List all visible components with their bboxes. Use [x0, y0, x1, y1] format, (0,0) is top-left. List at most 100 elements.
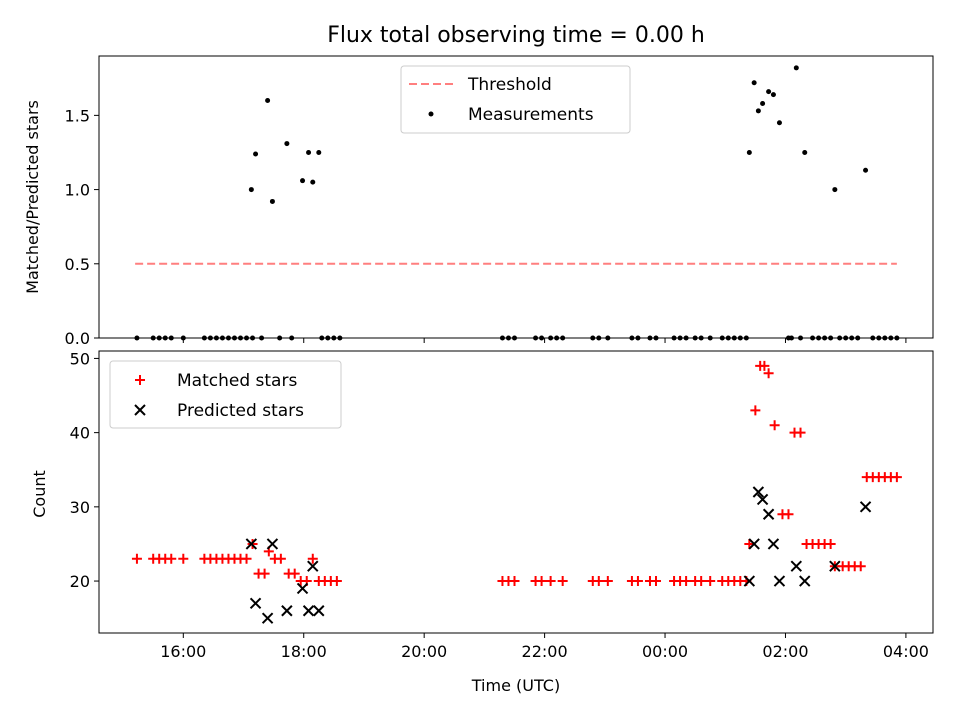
matched-star-point	[241, 553, 252, 564]
matched-star-point	[289, 568, 300, 579]
measurement-point	[832, 187, 838, 193]
matched-star-point	[763, 368, 774, 379]
top-data-layer	[134, 65, 900, 341]
matched-star-point	[275, 553, 286, 564]
bottom-xtick-label: 02:00	[762, 642, 808, 661]
top-ytick-label: 1.0	[65, 181, 90, 200]
measurement-point	[793, 65, 799, 71]
measurement-point	[316, 149, 322, 155]
bottom-ytick-label: 40	[70, 424, 90, 443]
predicted-star-point	[281, 605, 293, 617]
matched-star-point	[681, 576, 692, 587]
top-ytick-label: 1.5	[65, 106, 90, 125]
matched-star-point	[632, 576, 643, 587]
predicted-star-point	[762, 508, 775, 520]
top-frame	[98, 55, 934, 339]
matched-star-point	[307, 553, 318, 564]
measurement-point	[253, 151, 259, 157]
bottom-xtick-label: 18:00	[281, 642, 327, 661]
bottom-axes: 20 30 40 50 16:00 18:00 20:00 22:00 00:00 02:00 04…	[70, 349, 934, 661]
top-ytick-label: 0.5	[65, 255, 90, 274]
matched-star-point	[557, 576, 568, 587]
measurement-point	[751, 80, 757, 86]
matched-star-point	[651, 576, 662, 587]
bottom-panel: Count Time (UTC) 20 30 40 50 16:00 18:00 20:00…	[30, 349, 934, 695]
predicted-star-point	[799, 575, 811, 587]
matched-star-point	[166, 553, 177, 564]
chart-title: Flux total observing time = 0.00 h	[327, 23, 705, 48]
legend-predicted-label: Predicted stars	[177, 401, 304, 421]
measurement-point	[770, 92, 776, 98]
matched-star-point	[891, 472, 902, 483]
legend-predicted-swatch	[134, 404, 146, 416]
top-axes: 0.0 0.5 1.0 1.5	[65, 55, 934, 348]
matched-star-point	[178, 553, 189, 564]
measurement-point	[802, 149, 808, 155]
measurement-point	[265, 98, 271, 104]
top-legend-box	[400, 65, 631, 134]
predicted-star-point	[752, 486, 765, 498]
matched-star-point	[705, 576, 716, 587]
legend-matched-label: Matched stars	[177, 371, 297, 391]
matched-star-point	[259, 568, 270, 579]
predicted-star-point	[743, 575, 756, 587]
measurement-point	[863, 167, 869, 173]
predicted-star-point	[829, 560, 841, 572]
bottom-xlabel: Time (UTC)	[471, 676, 560, 695]
measurement-point	[284, 141, 290, 147]
bottom-legend: Matched stars Predicted stars	[109, 360, 342, 429]
matched-star-point	[759, 360, 770, 371]
predicted-star-point	[790, 560, 803, 572]
matched-star-point	[593, 576, 604, 587]
bottom-xtick-label: 04:00	[883, 642, 929, 661]
measurement-point	[766, 89, 772, 95]
measurement-point	[755, 108, 761, 114]
predicted-star-point	[302, 605, 315, 617]
bottom-frame	[98, 350, 934, 634]
matched-star-point	[331, 576, 342, 587]
bottom-ytick-label: 30	[70, 498, 90, 517]
top-legend: Threshold Measurements	[400, 65, 631, 134]
legend-matched-swatch	[135, 375, 145, 385]
predicted-star-point	[748, 538, 760, 550]
measurement-point	[300, 178, 306, 184]
predicted-star-point	[859, 501, 872, 513]
predicted-star-point	[261, 612, 274, 624]
predicted-star-point	[307, 560, 319, 572]
bottom-ylabel: Count	[30, 470, 49, 518]
measurement-point	[269, 198, 275, 204]
bottom-data-layer	[131, 360, 902, 624]
predicted-star-point	[245, 538, 258, 550]
matched-star-point	[545, 576, 556, 587]
legend-measurements-label: Measurements	[468, 105, 594, 125]
measurement-point	[306, 149, 312, 155]
matched-star-point	[602, 576, 613, 587]
matched-star-point	[696, 576, 707, 587]
matched-star-point	[825, 538, 836, 549]
bottom-legend-box	[109, 360, 342, 429]
matched-star-point	[769, 420, 780, 431]
top-panel: Matched/Predicted stars 0.0 0.5 1.0 1.5 Thr…	[23, 55, 934, 348]
bottom-ytick-label: 20	[70, 572, 90, 591]
bottom-ytick-label: 50	[70, 349, 90, 368]
matched-star-point	[536, 576, 547, 587]
measurement-point	[746, 149, 752, 155]
measurement-point	[760, 100, 766, 106]
legend-threshold-label: Threshold	[467, 75, 552, 95]
predicted-star-point	[266, 538, 279, 550]
predicted-star-point	[313, 605, 325, 617]
predicted-star-point	[773, 575, 786, 587]
bottom-xtick-label: 16:00	[160, 642, 206, 661]
predicted-star-point	[756, 493, 769, 506]
matched-star-point	[744, 538, 755, 549]
predicted-star-point	[296, 582, 309, 595]
measurement-point	[776, 120, 782, 126]
matched-star-point	[750, 405, 761, 416]
matched-star-point	[509, 576, 520, 587]
top-ytick-label: 0.0	[65, 329, 90, 348]
bottom-xtick-label: 20:00	[401, 642, 447, 661]
matched-star-point	[783, 509, 794, 520]
bottom-xtick-label: 22:00	[522, 642, 568, 661]
matched-star-point	[131, 553, 142, 564]
